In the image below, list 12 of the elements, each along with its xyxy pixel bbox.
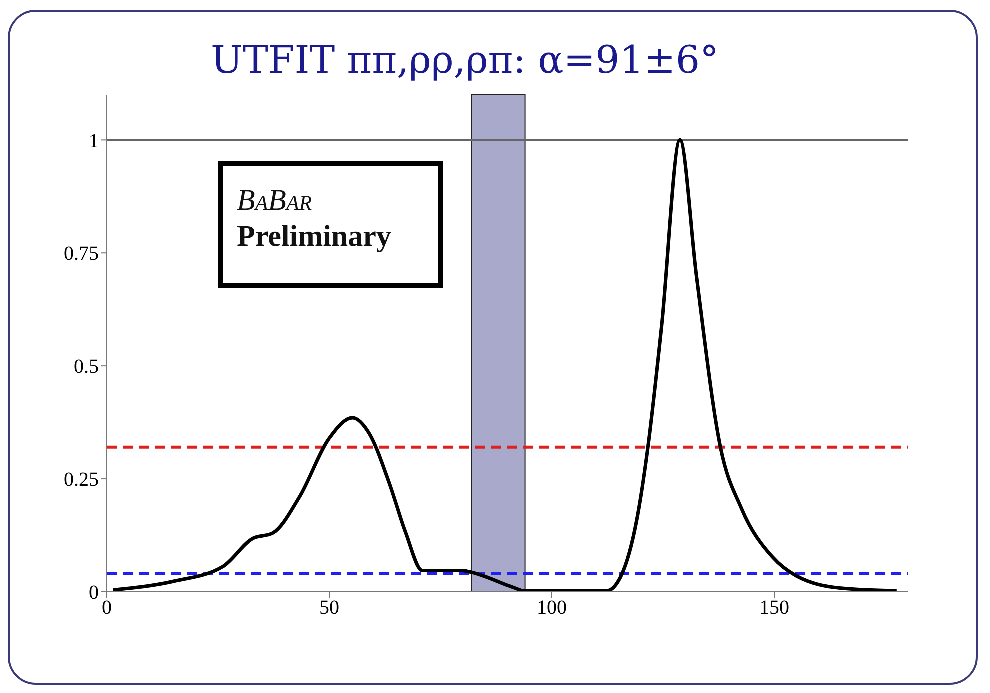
- x-tick-label: 100: [537, 597, 567, 620]
- annotation: Preliminary: [237, 219, 392, 255]
- y-tick-label: 1: [89, 130, 99, 152]
- y-tick-label: 0.75: [64, 243, 99, 266]
- y-tick-label: 0.5: [74, 356, 99, 378]
- line-series: [111, 138, 899, 592]
- x-tick-label: 50: [320, 597, 340, 620]
- y-tick-label: 0.25: [64, 469, 99, 492]
- x-tick-label: 150: [760, 597, 790, 620]
- chart-title: UTFIT ππ,ρρ,ρπ: α=91±6°: [210, 38, 720, 82]
- y-tick-label: 0: [89, 582, 99, 604]
- annotation: BaBar: [237, 184, 314, 218]
